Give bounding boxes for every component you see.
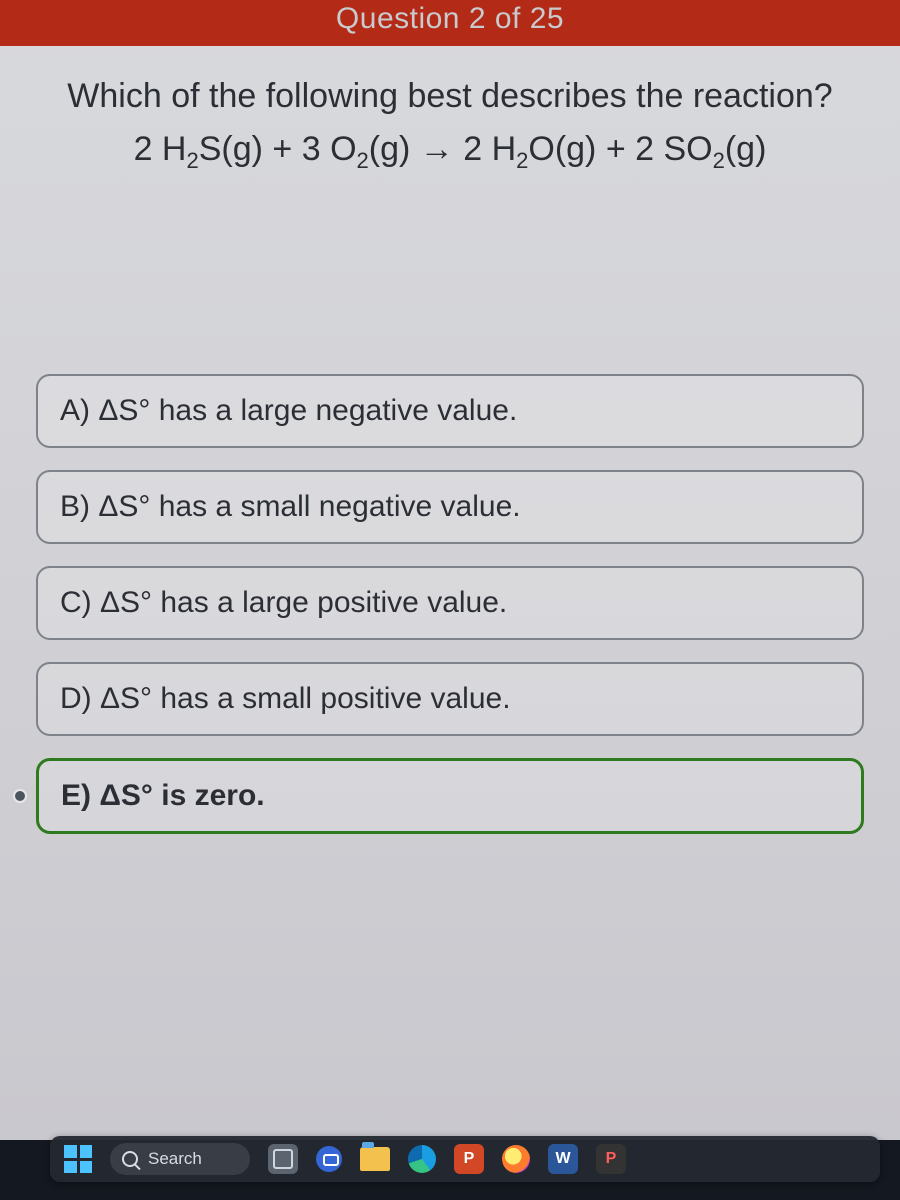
answer-option-a[interactable]: A) ΔS° has a large negative value. <box>36 374 864 448</box>
answer-option-b[interactable]: B) ΔS° has a small negative value. <box>36 470 864 544</box>
task-view-icon[interactable] <box>268 1144 298 1174</box>
search-label: Search <box>148 1149 202 1169</box>
taskbar-search[interactable]: Search <box>110 1143 250 1175</box>
quiz-card: Question 2 of 25 Which of the following … <box>0 0 900 1140</box>
option-label: A) ΔS° has a large negative value. <box>60 394 517 427</box>
screen: Question 2 of 25 Which of the following … <box>0 0 900 1200</box>
pdf-icon[interactable]: P <box>596 1144 626 1174</box>
reaction-equation: 2 H2S(g) + 3 O2(g) → 2 H2O(g) + 2 SO2(g) <box>18 130 882 174</box>
app-letter: W <box>555 1150 570 1168</box>
option-label: B) ΔS° has a small negative value. <box>60 490 521 523</box>
question-prompt: Which of the following best describes th… <box>18 74 882 120</box>
edge-icon[interactable] <box>408 1145 436 1173</box>
option-label: D) ΔS° has a small positive value. <box>60 682 511 715</box>
start-button[interactable] <box>64 1145 92 1173</box>
search-icon <box>122 1151 138 1167</box>
answer-option-d[interactable]: D) ΔS° has a small positive value. <box>36 662 864 736</box>
option-label: C) ΔS° has a large positive value. <box>60 586 507 619</box>
taskbar: Search P W P <box>50 1136 880 1182</box>
question-area: Which of the following best describes th… <box>0 46 900 174</box>
answer-option-e[interactable]: E) ΔS° is zero. <box>36 758 864 834</box>
option-label: E) ΔS° is zero. <box>61 779 265 812</box>
powerpoint-icon[interactable]: P <box>454 1144 484 1174</box>
outlook-icon[interactable] <box>502 1145 530 1173</box>
answer-options: A) ΔS° has a large negative value. B) ΔS°… <box>0 374 900 834</box>
question-progress: Question 2 of 25 <box>0 0 900 46</box>
chat-icon[interactable] <box>316 1146 342 1172</box>
answer-option-c[interactable]: C) ΔS° has a large positive value. <box>36 566 864 640</box>
taskbar-apps: PWP <box>268 1144 626 1174</box>
app-letter: P <box>606 1150 617 1168</box>
app-letter: P <box>464 1150 475 1168</box>
word-icon[interactable]: W <box>548 1144 578 1174</box>
file-explorer-icon[interactable] <box>360 1147 390 1171</box>
